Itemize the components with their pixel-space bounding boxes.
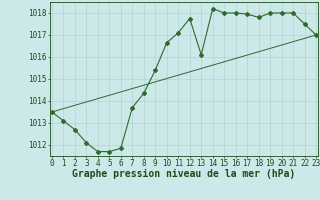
X-axis label: Graphe pression niveau de la mer (hPa): Graphe pression niveau de la mer (hPa) bbox=[72, 169, 296, 179]
